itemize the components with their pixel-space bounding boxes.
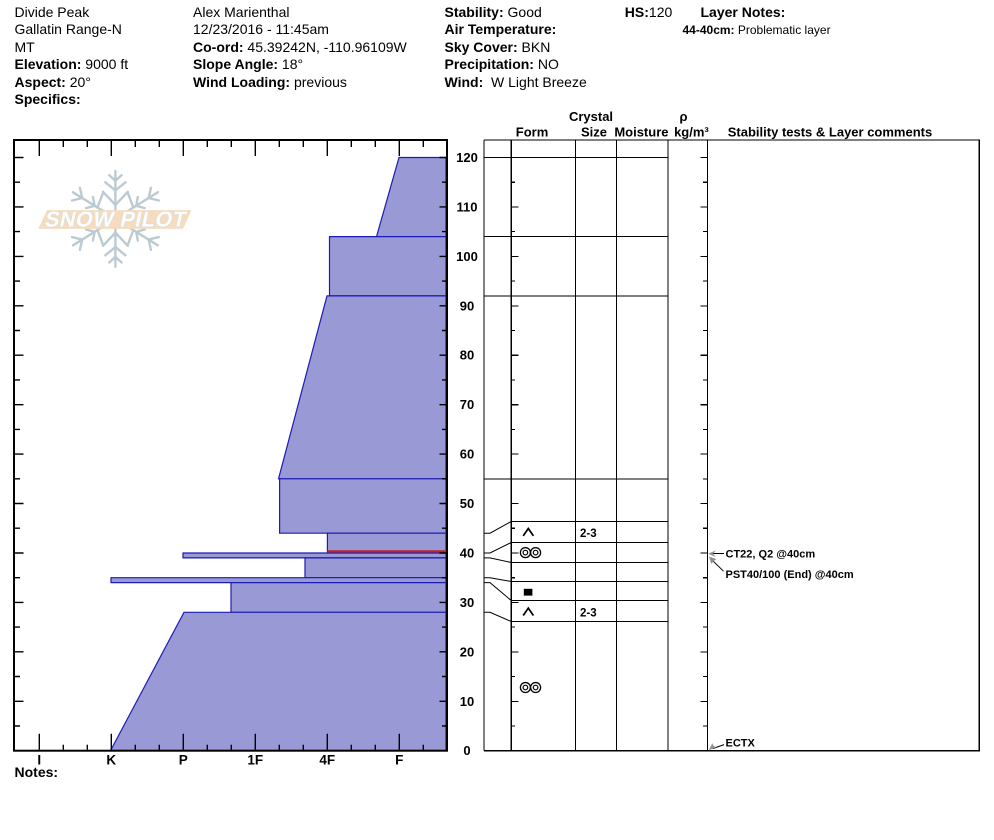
svg-text:10: 10 xyxy=(460,694,474,709)
svg-text:Form: Form xyxy=(516,125,549,140)
svg-text:ρ: ρ xyxy=(679,109,687,124)
svg-text:P: P xyxy=(179,753,188,768)
svg-text:Moisture: Moisture xyxy=(614,125,668,140)
svg-text:Crystal: Crystal xyxy=(569,109,613,124)
svg-text:80: 80 xyxy=(460,348,474,363)
svg-text:0: 0 xyxy=(463,743,470,758)
svg-text:40: 40 xyxy=(460,546,474,561)
svg-text:120: 120 xyxy=(456,150,478,165)
svg-text:I: I xyxy=(37,753,41,768)
svg-text:SNOW PILOT: SNOW PILOT xyxy=(43,207,190,232)
svg-text:2-3: 2-3 xyxy=(580,607,597,619)
svg-text:K: K xyxy=(106,753,116,768)
svg-text:60: 60 xyxy=(460,447,474,462)
svg-text:50: 50 xyxy=(460,496,474,511)
svg-text:70: 70 xyxy=(460,397,474,412)
svg-text:30: 30 xyxy=(460,595,474,610)
svg-text:Size: Size xyxy=(581,125,607,140)
svg-text:ECTX: ECTX xyxy=(726,737,756,749)
svg-text:1F: 1F xyxy=(247,753,263,768)
svg-text:4F: 4F xyxy=(319,753,335,768)
svg-text:PST40/100 (End) @40cm: PST40/100 (End) @40cm xyxy=(726,569,854,581)
svg-text:CT22, Q2 @40cm: CT22, Q2 @40cm xyxy=(726,549,816,561)
svg-text:20: 20 xyxy=(460,644,474,659)
svg-text:110: 110 xyxy=(457,199,478,214)
svg-text:2-3: 2-3 xyxy=(580,528,597,540)
svg-text:100: 100 xyxy=(456,249,478,264)
svg-text:Stability tests & Layer commen: Stability tests & Layer comments xyxy=(728,125,932,140)
svg-text:F: F xyxy=(395,753,403,768)
svg-text:kg/m³: kg/m³ xyxy=(674,125,709,140)
svg-text:90: 90 xyxy=(460,298,474,313)
